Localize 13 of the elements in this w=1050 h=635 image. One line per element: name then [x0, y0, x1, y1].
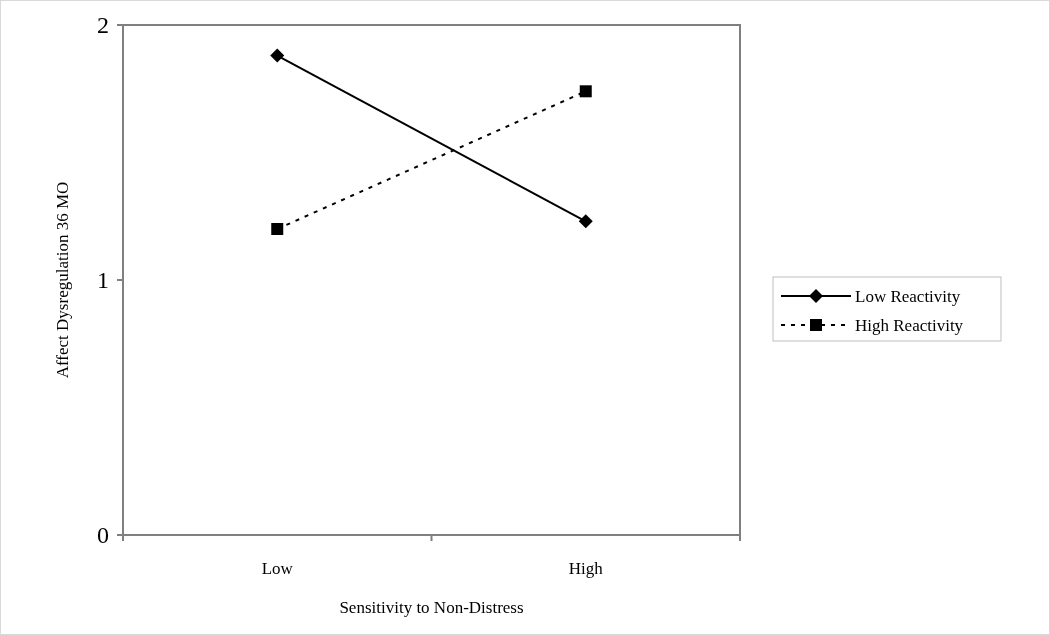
point	[578, 214, 593, 229]
point	[270, 48, 285, 63]
x-tick-label: High	[568, 559, 604, 578]
y-axis-title: Affect Dysregulation 36 MO	[53, 181, 72, 379]
legend-label: High Reactivity	[855, 315, 964, 335]
x-axis-title: Sensitivity to Non-Distress	[339, 598, 524, 617]
point	[579, 85, 592, 98]
y-tick-label: 0	[97, 522, 109, 549]
y-tick-label: 1	[97, 267, 109, 294]
point	[271, 223, 284, 235]
x-tick-label: Low	[261, 559, 294, 578]
y-tick-label: 2	[97, 12, 109, 39]
legend-label: Low Reactivity	[855, 286, 961, 306]
